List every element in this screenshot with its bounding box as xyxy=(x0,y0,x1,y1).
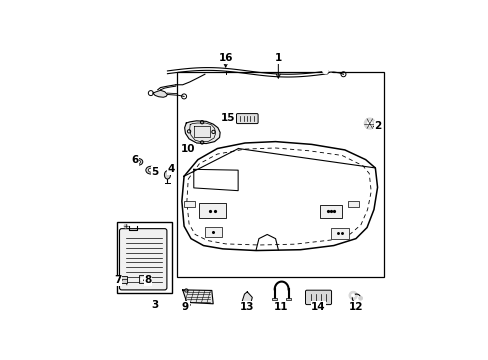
Bar xyxy=(319,204,342,219)
Circle shape xyxy=(358,296,362,300)
Text: 16: 16 xyxy=(218,53,232,63)
Text: 11: 11 xyxy=(273,302,288,312)
Text: 9: 9 xyxy=(182,302,189,312)
Polygon shape xyxy=(183,290,213,304)
Bar xyxy=(204,227,221,237)
Text: 10: 10 xyxy=(181,144,195,153)
Text: 8: 8 xyxy=(144,275,151,285)
Bar xyxy=(138,275,146,283)
Circle shape xyxy=(322,68,327,74)
Bar xyxy=(330,228,348,239)
Circle shape xyxy=(123,224,127,228)
Polygon shape xyxy=(184,121,220,144)
Ellipse shape xyxy=(145,166,156,174)
Bar xyxy=(177,72,383,278)
Text: 6: 6 xyxy=(131,155,138,165)
Ellipse shape xyxy=(164,171,170,179)
Text: 2: 2 xyxy=(374,121,381,131)
Ellipse shape xyxy=(136,160,140,163)
Text: 12: 12 xyxy=(348,302,363,312)
Bar xyxy=(183,201,195,207)
FancyBboxPatch shape xyxy=(236,114,258,123)
Polygon shape xyxy=(242,292,252,305)
FancyBboxPatch shape xyxy=(305,290,331,305)
Polygon shape xyxy=(153,90,167,97)
Ellipse shape xyxy=(134,158,142,165)
Bar xyxy=(120,276,127,283)
Circle shape xyxy=(348,291,357,300)
Text: 7: 7 xyxy=(114,275,122,285)
Text: 15: 15 xyxy=(220,113,235,123)
Circle shape xyxy=(366,121,371,126)
Text: 1: 1 xyxy=(274,53,282,63)
Text: 3: 3 xyxy=(151,300,158,310)
Text: 4: 4 xyxy=(167,164,175,174)
Bar xyxy=(117,222,172,293)
FancyBboxPatch shape xyxy=(119,229,166,290)
Circle shape xyxy=(364,118,375,129)
Bar xyxy=(199,203,225,218)
Circle shape xyxy=(333,76,339,82)
Bar xyxy=(271,298,276,301)
Ellipse shape xyxy=(148,168,153,172)
Bar xyxy=(286,298,291,301)
Text: 14: 14 xyxy=(310,302,325,312)
Bar xyxy=(347,201,358,207)
Circle shape xyxy=(351,294,354,297)
Text: 13: 13 xyxy=(240,302,254,312)
Circle shape xyxy=(140,278,144,281)
Circle shape xyxy=(327,73,333,79)
Text: 5: 5 xyxy=(151,167,158,177)
